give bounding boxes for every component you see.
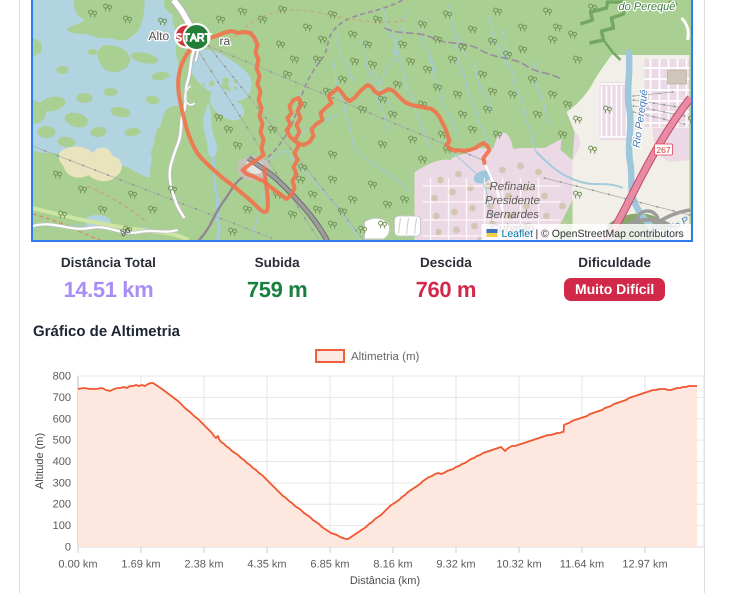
- svg-text:Leaflet: Leaflet: [502, 228, 534, 240]
- svg-text:700: 700: [53, 392, 71, 404]
- svg-text:0: 0: [65, 542, 71, 554]
- svg-text:300: 300: [53, 477, 71, 489]
- svg-text:| © OpenStreetMap contributors: | © OpenStreetMap contributors: [536, 228, 684, 240]
- svg-text:400: 400: [53, 456, 71, 468]
- svg-text:Refinaria: Refinaria: [489, 181, 535, 193]
- svg-text:4.35 km: 4.35 km: [247, 559, 286, 571]
- svg-text:do Perequê: do Perequê: [619, 1, 676, 13]
- svg-text:ão: ão: [118, 224, 133, 239]
- svg-text:Presidente: Presidente: [485, 195, 540, 207]
- svg-text:10.32 km: 10.32 km: [496, 559, 541, 571]
- svg-text:12.97 km: 12.97 km: [622, 559, 667, 571]
- svg-text:Bernardes: Bernardes: [486, 209, 539, 221]
- svg-text:200: 200: [53, 499, 71, 511]
- svg-text:9.32 km: 9.32 km: [436, 559, 475, 571]
- svg-text:500: 500: [53, 435, 71, 447]
- svg-text:Altimetria (m): Altimetria (m): [351, 351, 420, 363]
- svg-text:2.38 km: 2.38 km: [184, 559, 223, 571]
- svg-text:800: 800: [53, 371, 71, 383]
- svg-text:ra: ra: [220, 34, 231, 48]
- svg-text:100: 100: [53, 520, 71, 532]
- svg-text:Alto: Alto: [149, 29, 170, 43]
- svg-text:600: 600: [53, 413, 71, 425]
- svg-text:11.64 km: 11.64 km: [560, 559, 604, 571]
- svg-text:267: 267: [656, 145, 670, 155]
- svg-text:Distância (km): Distância (km): [350, 575, 420, 587]
- svg-text:6.85 km: 6.85 km: [310, 559, 349, 571]
- svg-text:0.00 km: 0.00 km: [58, 559, 97, 571]
- svg-text:Altitude (m): Altitude (m): [34, 433, 46, 489]
- svg-text:8.16 km: 8.16 km: [373, 559, 412, 571]
- svg-text:1.69 km: 1.69 km: [121, 559, 160, 571]
